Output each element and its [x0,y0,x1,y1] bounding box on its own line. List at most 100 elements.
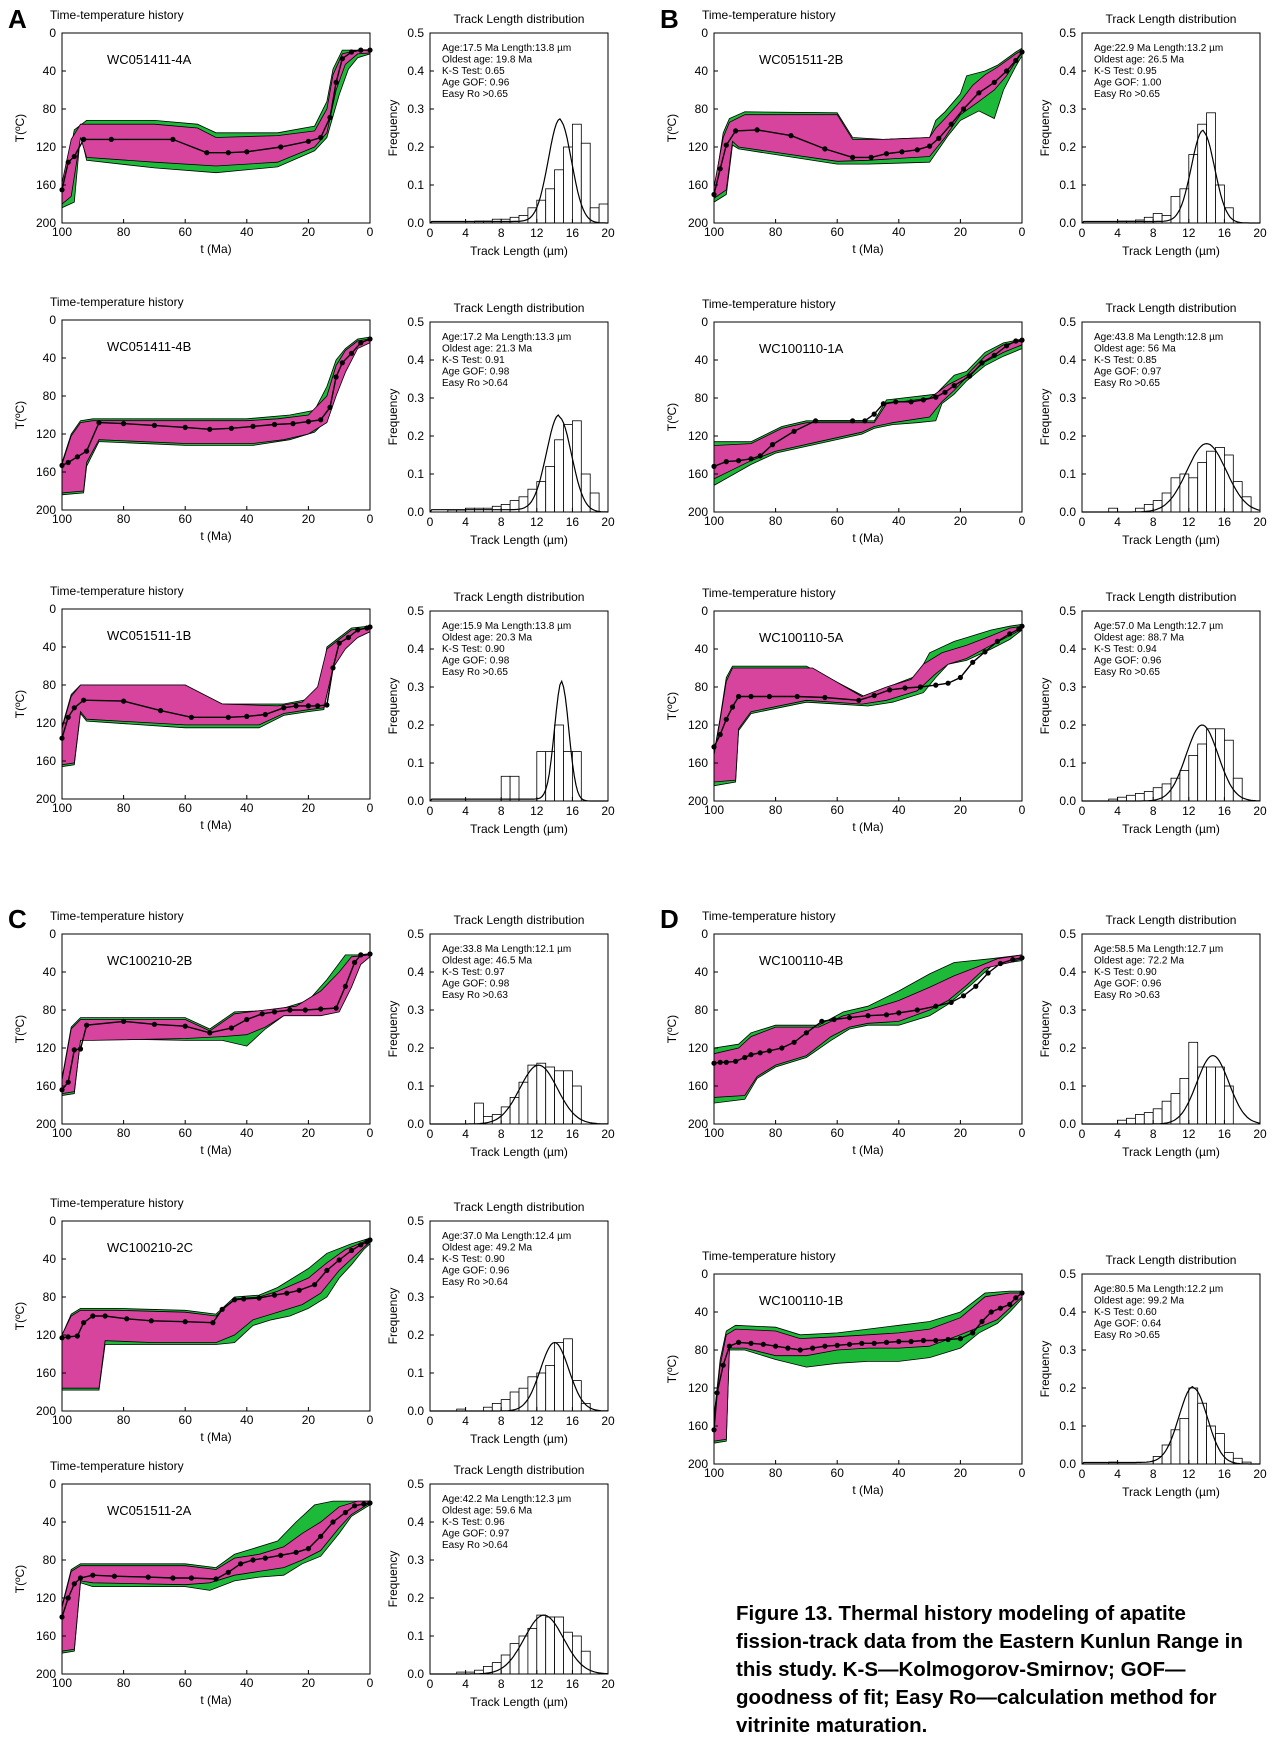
x-tick-label: 8 [498,1677,505,1691]
x-tick-label: 40 [240,1413,254,1427]
y-tick-label: 200 [36,1404,56,1418]
y-tick-label: 120 [688,1381,708,1395]
y-tick-label: 0.3 [1059,102,1076,116]
y-tick-label: 40 [43,64,57,78]
plot-area [430,1221,608,1411]
tt-chart-wc100110-4b: 100 80 60 40 20 004080120160200Time-temperatu… [665,909,1026,1157]
x-tick-label: 4 [462,515,469,529]
x-tick-label: 16 [1218,804,1232,818]
acceptable-fit-envelope [61,954,371,1095]
best-fit-point [271,1292,278,1298]
y-axis-label: T(ºC) [13,1015,27,1043]
x-tick-label: 0 [427,1677,434,1691]
best-fit-point [933,1003,939,1009]
stats-line: Age GOF: 0.98 [442,979,510,990]
best-fit-point [262,1555,268,1561]
stats-line: Age GOF: 0.96 [442,1266,510,1277]
histogram-bar [1188,755,1199,802]
stats-line: Age GOF: 0.96 [442,78,510,89]
x-tick-label: 0 [1019,1466,1026,1480]
y-tick-label: 0.0 [407,505,424,519]
best-fit-point [748,1052,754,1058]
x-tick-label: 40 [240,225,254,239]
best-fit-point [785,1345,791,1351]
figure-caption: Figure 13. Thermal history modeling of a… [736,1602,1243,1737]
y-axis-label: T(ºC) [665,403,679,431]
histogram-bar [1188,154,1199,224]
y-tick-label: 0.3 [407,1003,424,1017]
histogram-bar [545,751,556,802]
x-tick-label: 4 [462,1677,469,1691]
y-axis-label: T(ºC) [13,690,27,718]
x-tick-label: 12 [530,1414,544,1428]
best-fit-point [145,1574,151,1580]
x-tick-label: 20 [302,512,316,526]
best-fit-point [933,682,939,688]
best-fit-point [111,1573,117,1579]
y-tick-label: 40 [695,965,709,979]
best-fit-point [733,128,739,134]
stats-line: Age:37.0 Ma Length:12.4 µm [442,1231,571,1242]
y-tick-label: 0.2 [407,1328,424,1342]
x-tick-label: 12 [530,226,544,240]
best-fit-point [339,360,345,366]
best-fit-point [936,135,942,141]
y-tick-label: 0.0 [1059,794,1076,808]
x-tick-label: 12 [530,1677,544,1691]
y-axis-label: Frequency [386,678,400,735]
best-fit-point [65,159,71,165]
stats-line: Age:17.2 Ma Length:13.3 µm [442,332,571,343]
acceptable-fit-envelope [61,338,371,494]
y-tick-label: 80 [43,1553,57,1567]
x-tick-label: 0 [367,1126,374,1140]
x-tick-label: 100 [52,1676,72,1690]
histogram-bar [1241,496,1252,513]
stats-line: Age:80.5 Ma Length:12.2 µm [1094,1284,1223,1295]
stats-line: K-S Test: 0.60 [1094,1307,1157,1318]
x-axis-label: Track Length (µm) [470,1145,568,1159]
x-tick-label: 0 [1079,1127,1086,1141]
x-tick-label: 12 [530,804,544,818]
histogram-bar [500,1399,511,1412]
y-tick-label: 0.5 [407,315,424,329]
y-tick-label: 80 [695,1343,709,1357]
histogram-bar [1206,1425,1216,1465]
tt-chart-wc051411-4a: 100 80 60 40 20 004080120160200Time-temperatu… [13,8,374,256]
y-tick-label: 0.2 [1059,1381,1076,1395]
x-tick-label: 16 [566,1677,580,1691]
plot-frame [429,1483,609,1675]
best-fit-point [348,350,355,356]
best-fit-point [846,1341,853,1347]
best-fit-point [333,1005,339,1011]
x-tick-label: 4 [1114,804,1121,818]
best-fit-point [228,425,234,431]
best-fit-point [250,1557,256,1563]
best-fit-point [1013,57,1019,64]
best-fit-point [151,1021,157,1027]
y-tick-label: 0.3 [407,1553,424,1567]
best-fit-point [883,1339,890,1345]
stats-line: Age GOF: 0.98 [442,656,510,667]
x-tick-label: 20 [601,1677,615,1691]
best-fit-point [726,1343,733,1349]
best-fit-point [819,1018,825,1024]
x-tick-label: 80 [117,225,131,239]
hl-chart-title: Track Length distribution [1106,590,1237,604]
best-fit-point [241,1296,247,1302]
fit-curve [429,118,608,224]
best-fit-point [305,1546,311,1552]
y-axis-label: Frequency [386,1288,400,1345]
best-fit-point [973,983,979,989]
x-tick-label: 16 [566,804,580,818]
x-tick-label: 80 [117,1126,131,1140]
best-fit-point [951,383,957,389]
histogram-bar [1152,1108,1163,1125]
y-tick-label: 80 [43,102,57,116]
tt-chart-title: Time-temperature history [702,1249,836,1263]
y-tick-label: 0.4 [407,64,424,78]
y-tick-label: 200 [36,503,56,517]
best-fit-point [967,373,973,379]
tt-chart-wc100210-2b: 100 80 60 40 20 004080120160200Time-temperatu… [13,909,374,1157]
good-fit-envelope [61,1237,371,1391]
